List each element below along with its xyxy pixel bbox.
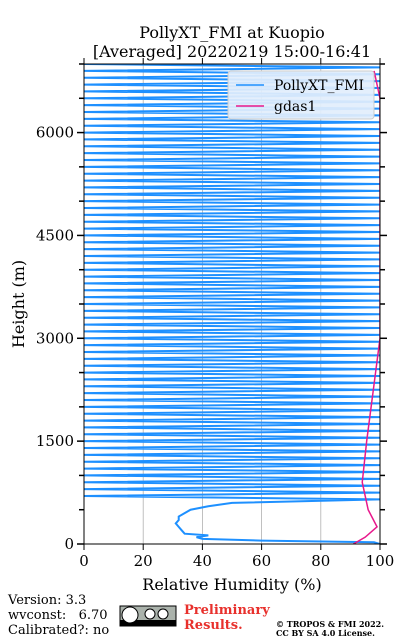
license: CC BY SA 4.0 License. — [276, 628, 375, 638]
note-line: Results. — [184, 618, 243, 633]
y-tick-label: 1500 — [36, 432, 74, 450]
cc-badge — [119, 605, 177, 627]
copyright: © TROPOS & FMI 2022. — [276, 619, 384, 629]
y-tick-label: 6000 — [36, 124, 74, 142]
y-axis-label: Height (m) — [9, 260, 28, 348]
legend-label: gdas1 — [274, 99, 316, 115]
profile-line — [352, 70, 380, 544]
legend-box — [227, 70, 375, 120]
y-tick-label: 4500 — [36, 226, 74, 244]
footer-version: Version: 3.3 — [7, 593, 86, 608]
preliminary-note: Preliminary Results. — [184, 603, 270, 633]
y-tick-label: 3000 — [36, 329, 74, 347]
footer-wvconst: wvconst: 6.70 — [8, 608, 108, 623]
x-axis-label: Relative Humidity (%) — [142, 575, 321, 594]
legend-label: PollyXT_FMI — [274, 78, 364, 94]
y-tick-label: 0 — [64, 535, 74, 553]
note-line: Preliminary — [184, 603, 270, 618]
x-tick-label: 100 — [366, 552, 395, 570]
x-tick-label: 60 — [252, 552, 271, 570]
legend: PollyXT_FMI gdas1 — [227, 70, 375, 120]
chart-subtitle: [Averaged] 20220219 15:00-16:41 — [93, 42, 371, 61]
x-tick-label: 80 — [311, 552, 330, 570]
x-tick-label: 40 — [193, 552, 212, 570]
x-tick-label: 0 — [79, 552, 89, 570]
profile-line — [84, 64, 380, 544]
x-tick-label: 20 — [134, 552, 153, 570]
chart-title: PollyXT_FMI at Kuopio — [139, 23, 325, 42]
footer-calibrated: Calibrated?: no — [8, 623, 109, 638]
